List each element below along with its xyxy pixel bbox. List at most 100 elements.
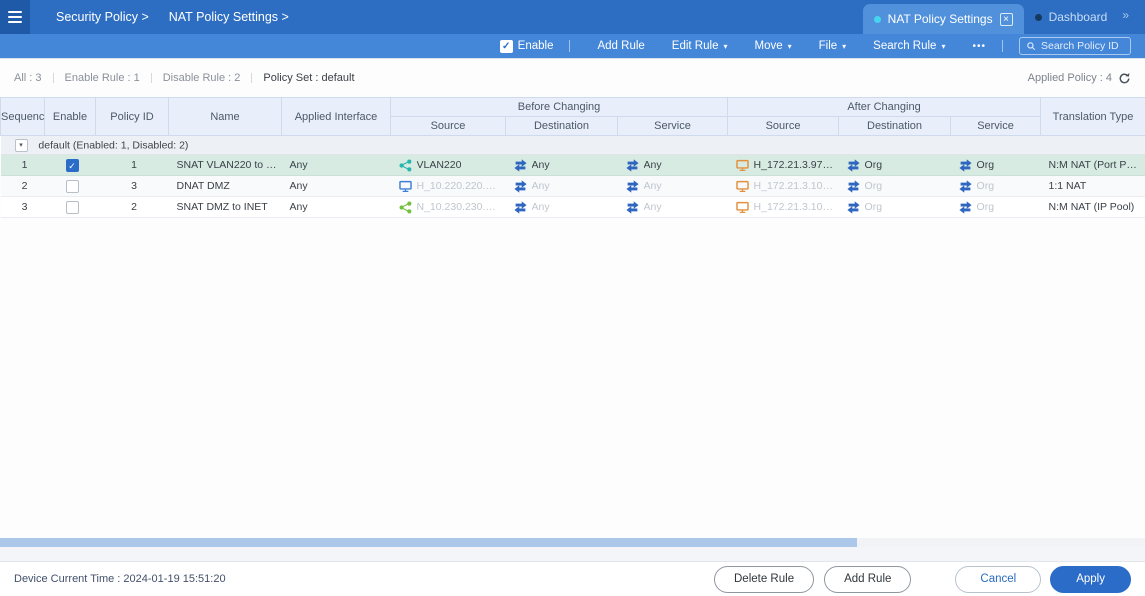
file-dropdown[interactable]: File ▾ <box>818 40 847 52</box>
col-header-after-source[interactable]: Source <box>727 116 840 136</box>
swap-arrows-icon <box>514 180 527 193</box>
col-header-sequence[interactable]: Sequence <box>0 97 45 136</box>
after-service-cell: Org <box>950 154 1041 176</box>
filter-disable-rule[interactable]: Disable Rule : 2 <box>162 72 241 84</box>
filter-all[interactable]: All : 3 <box>14 72 42 84</box>
row-enable-checkbox[interactable] <box>65 179 79 193</box>
before-source-cell: N_10.230.230.0_... <box>390 196 506 218</box>
applied-interface-cell: Any <box>281 154 391 176</box>
filter-divider <box>150 73 152 83</box>
search-input[interactable] <box>1041 40 1124 52</box>
after-source-cell: H_172.21.3.97_m32 <box>727 154 839 176</box>
top-bar: Security Policy > NAT Policy Settings > … <box>0 0 1145 34</box>
tab-nat-policy-settings[interactable]: NAT Policy Settings × <box>862 4 1024 34</box>
policy-id-cell: 2 <box>95 196 169 218</box>
policy-id-cell: 3 <box>95 175 169 197</box>
policy-group-row[interactable]: ▾ default (Enabled: 1, Disabled: 2) <box>0 135 1145 155</box>
col-header-before-service[interactable]: Service <box>616 116 729 136</box>
col-header-before-source[interactable]: Source <box>390 116 506 136</box>
table-row[interactable]: 3 2 SNAT DMZ to INET Any N_10.230.230.0_… <box>0 196 1145 218</box>
tab-label: NAT Policy Settings <box>887 12 993 26</box>
col-header-after-service[interactable]: Service <box>950 116 1042 136</box>
edit-rule-dropdown[interactable]: Edit Rule ▾ <box>671 40 728 52</box>
after-source-cell: H_172.21.3.102... <box>727 175 839 197</box>
menu-icon[interactable] <box>0 0 30 34</box>
host-monitor-icon <box>399 180 412 193</box>
applied-interface-cell: Any <box>281 196 391 218</box>
action-toolbar: ✓ Enable Add Rule Edit Rule ▾ Move ▾ Fil… <box>0 34 1145 58</box>
col-header-translation-type[interactable]: Translation Type <box>1040 97 1145 136</box>
swap-arrows-icon <box>959 159 972 172</box>
col-header-enable[interactable]: Enable <box>44 97 96 136</box>
row-enable-checkbox[interactable] <box>65 200 79 214</box>
sequence-cell: 2 <box>0 175 45 197</box>
filter-enable-rule[interactable]: Enable Rule : 1 <box>64 72 140 84</box>
swap-arrows-icon <box>847 159 860 172</box>
enable-cell <box>44 175 96 197</box>
add-rule-button[interactable]: Add Rule <box>597 40 645 52</box>
apply-button[interactable]: Apply <box>1050 565 1131 593</box>
after-destination-cell: Org <box>838 175 951 197</box>
chevron-down-icon: ▾ <box>842 41 847 51</box>
add-rule-footer-button[interactable]: Add Rule <box>824 565 912 593</box>
col-header-after-destination[interactable]: Destination <box>838 116 952 136</box>
tab-overflow-chevrons-icon[interactable]: » <box>1122 8 1129 22</box>
table-row[interactable]: 2 3 DNAT DMZ Any H_10.220.220.101 Any <box>0 175 1145 197</box>
translation-type-cell: 1:1 NAT <box>1040 175 1145 197</box>
after-destination-cell: Org <box>838 154 951 176</box>
close-icon[interactable]: × <box>999 12 1013 26</box>
swap-arrows-icon <box>626 159 639 172</box>
swap-arrows-icon <box>626 201 639 214</box>
tab-active-dot-icon <box>873 15 881 23</box>
swap-arrows-icon <box>959 201 972 214</box>
move-dropdown[interactable]: Move ▾ <box>754 40 792 52</box>
col-header-name[interactable]: Name <box>168 97 282 136</box>
enable-toggle[interactable]: ✓ Enable <box>499 39 553 53</box>
swap-arrows-icon <box>514 201 527 214</box>
network-share-icon <box>399 159 412 172</box>
before-service-cell: Any <box>617 196 728 218</box>
scrollbar-thumb[interactable] <box>0 538 857 547</box>
before-source-cell: VLAN220 <box>390 154 506 176</box>
after-destination-cell: Org <box>838 196 951 218</box>
name-cell: SNAT DMZ to INET <box>168 196 282 218</box>
cancel-button[interactable]: Cancel <box>955 565 1042 593</box>
swap-arrows-icon <box>514 159 527 172</box>
after-source-cell: H_172.21.3.101... <box>727 196 839 218</box>
tab-dashboard[interactable]: Dashboard <box>1024 2 1119 32</box>
applied-policy-label: Applied Policy : 4 <box>1027 72 1112 84</box>
search-rule-dropdown[interactable]: Search Rule ▾ <box>873 40 946 52</box>
col-group-before-changing: Before Changing <box>389 97 729 117</box>
policy-id-cell: 1 <box>95 154 169 176</box>
after-service-cell: Org <box>950 175 1041 197</box>
sequence-cell: 1 <box>0 154 45 176</box>
tab-label: Dashboard <box>1048 10 1108 24</box>
enable-cell: ✓ <box>44 154 96 176</box>
toolbar-divider <box>1002 40 1003 52</box>
network-share-icon <box>399 201 412 214</box>
breadcrumb-security-policy[interactable]: Security Policy > <box>56 10 149 24</box>
horizontal-scrollbar[interactable] <box>0 538 1145 547</box>
before-destination-cell: Any <box>505 175 618 197</box>
enable-cell <box>44 196 96 218</box>
col-header-before-destination[interactable]: Destination <box>505 116 618 136</box>
policy-id-search[interactable] <box>1019 37 1131 55</box>
swap-arrows-icon <box>847 201 860 214</box>
policy-set-label[interactable]: Policy Set : default <box>263 72 355 84</box>
refresh-icon[interactable] <box>1118 72 1131 85</box>
row-enable-checkbox[interactable]: ✓ <box>65 158 79 172</box>
toolbar-divider <box>569 40 571 52</box>
sequence-cell: 3 <box>0 196 45 218</box>
breadcrumb-nat-policy-settings[interactable]: NAT Policy Settings > <box>168 10 289 24</box>
enable-checkbox-icon[interactable]: ✓ <box>499 39 513 53</box>
delete-rule-button[interactable]: Delete Rule <box>714 565 815 593</box>
before-service-cell: Any <box>617 175 728 197</box>
filter-divider <box>251 73 253 83</box>
col-header-policy-id[interactable]: Policy ID <box>95 97 169 136</box>
table-row[interactable]: 1 ✓ 1 SNAT VLAN220 to INET Any VLAN220 <box>0 154 1145 176</box>
collapse-chevron-icon[interactable]: ▾ <box>14 138 28 152</box>
col-header-applied-interface[interactable]: Applied Interface <box>281 97 391 136</box>
more-actions-button[interactable]: ••• <box>972 40 986 52</box>
host-monitor-icon <box>736 159 749 172</box>
filter-divider <box>52 73 54 83</box>
